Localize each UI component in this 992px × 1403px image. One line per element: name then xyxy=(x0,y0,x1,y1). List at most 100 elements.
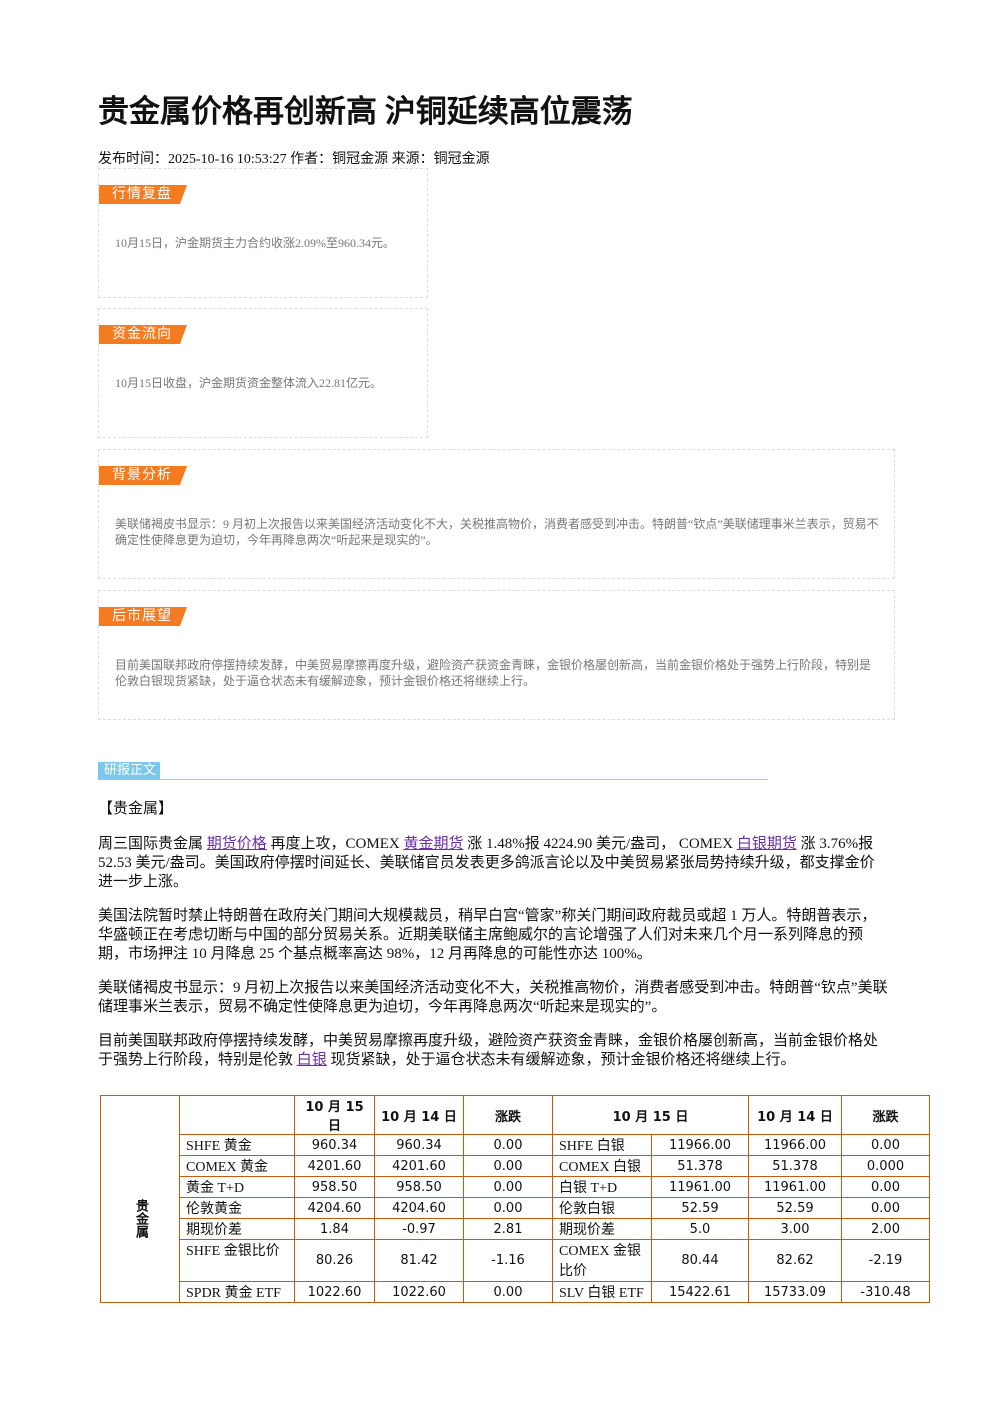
value-cell: 0.00 xyxy=(463,1281,553,1303)
row-label: SLV 白银 ETF xyxy=(552,1281,652,1303)
row-label: SPDR 黄金 ETF xyxy=(179,1281,295,1303)
summary-heading: 后市展望 xyxy=(99,607,187,626)
value-cell: 15733.09 xyxy=(748,1281,842,1303)
row-label: 期现价差 xyxy=(552,1218,652,1240)
row-label: COMEX 金银比价 xyxy=(552,1239,652,1282)
row-label: 期现价差 xyxy=(179,1218,295,1240)
value-cell: 1.84 xyxy=(294,1218,375,1240)
value-cell: 5.0 xyxy=(651,1218,749,1240)
value-cell: 4201.60 xyxy=(294,1155,375,1177)
value-cell: 0.00 xyxy=(841,1197,930,1219)
value-cell: 82.62 xyxy=(748,1239,842,1282)
value-cell: 80.44 xyxy=(651,1239,749,1282)
row-label: COMEX 黄金 xyxy=(179,1155,295,1177)
blank-cell xyxy=(100,1095,180,1135)
value-cell: 52.59 xyxy=(651,1197,749,1219)
value-cell: 0.000 xyxy=(841,1155,930,1177)
text: 美联储褐皮书显示：9 月初上次报告以来美国经济活动变化不大，关税推高物价，消费者… xyxy=(98,980,888,1015)
value-cell: 15422.61 xyxy=(651,1281,749,1303)
value-cell: -2.19 xyxy=(841,1239,930,1282)
row-label: COMEX 白银 xyxy=(552,1155,652,1177)
value-cell: 11966.00 xyxy=(651,1134,749,1156)
value-cell: 4201.60 xyxy=(374,1155,464,1177)
value-cell: 0.00 xyxy=(841,1176,930,1198)
header-cell: 10 月 14 日 xyxy=(374,1095,464,1135)
value-cell: 1022.60 xyxy=(294,1281,375,1303)
section-label: 【贵金属】 xyxy=(98,801,174,817)
summary-box: 行情复盘 10月15日，沪金期货主力合约收涨2.09%至960.34元。 xyxy=(98,168,428,298)
value-cell: 0.00 xyxy=(841,1134,930,1156)
table-row: COMEX 黄金 4201.60 4201.60 0.00 COMEX 白银 51.378… xyxy=(101,1155,930,1177)
summary-text: 目前美国联邦政府停摆持续发酵，中美贸易摩擦再度升级，避险资产获资金青睐，金银价格… xyxy=(115,658,872,688)
row-label: 伦敦黄金 xyxy=(179,1197,295,1219)
group-cell: 贵金属 xyxy=(100,1134,180,1303)
value-cell: 2.81 xyxy=(463,1218,553,1240)
value-cell: 80.26 xyxy=(294,1239,375,1282)
row-label: 白银 T+D xyxy=(552,1176,652,1198)
summary-text: 美联储褐皮书显示：9 月初上次报告以来美国经济活动变化不大，关税推高物价，消费者… xyxy=(115,517,879,547)
value-cell: 11961.00 xyxy=(748,1176,842,1198)
header-row: 10 月 15 日 10 月 14 日涨跌 10 月 15 日 10 月 14 日涨跌 xyxy=(100,1095,930,1135)
value-cell: 1022.60 xyxy=(374,1281,464,1303)
body: 周三国际贵金属 期货价格 再度上攻，COMEX 黄金期货 涨 1.48%报 42… xyxy=(98,835,888,1085)
value-cell: 0.00 xyxy=(463,1134,553,1156)
text: 再度上攻，COMEX xyxy=(266,836,404,852)
row-label: 黄金 T+D xyxy=(179,1176,295,1198)
paragraph: 周三国际贵金属 期货价格 再度上攻，COMEX 黄金期货 涨 1.48%报 42… xyxy=(98,835,888,892)
link[interactable]: 白银 xyxy=(296,1052,327,1068)
header-cell: 涨跌 xyxy=(841,1095,930,1135)
text: 目前美国联邦政府停摆持续发酵，中美贸易摩擦再度升级，避险资产获资金青睐，金银价格… xyxy=(98,1033,879,1068)
value-cell: 0.00 xyxy=(463,1176,553,1198)
text: 美国法院暂时禁止特朗普在政府关门期间大规模裁员，稍早白宫“管家”称关门期间政府裁… xyxy=(98,908,877,962)
paragraph: 目前美国联邦政府停摆持续发酵，中美贸易摩擦再度升级，避险资产获资金青睐，金银价格… xyxy=(98,1032,888,1070)
value-cell: 81.42 xyxy=(374,1239,464,1282)
value-cell: 958.50 xyxy=(294,1176,375,1198)
link[interactable]: 白银期货 xyxy=(736,836,797,852)
summary-heading: 资金流向 xyxy=(99,325,187,344)
value-cell: -310.48 xyxy=(841,1281,930,1303)
row-label: SHFE 白银 xyxy=(552,1134,652,1156)
meta: 发布时间：2025-10-16 10:53:27 作者：铜冠金源 来源：铜冠金源 xyxy=(98,152,490,167)
header-cell: 10 月 15 日 xyxy=(552,1095,749,1135)
summary-box: 后市展望目前美国联邦政府停摆持续发酵，中美贸易摩擦再度升级，避险资产获资金青睐，… xyxy=(98,590,895,720)
row-label: 伦敦白银 xyxy=(552,1197,652,1219)
value-cell: -1.16 xyxy=(463,1239,553,1282)
summary-box: 资金流向 10月15日收盘，沪金期货资金整体流入22.81亿元。 xyxy=(98,308,428,438)
value-cell: 52.59 xyxy=(748,1197,842,1219)
report-heading: 研报正文 xyxy=(98,761,768,780)
price-table: 10 月 15 日 10 月 14 日涨跌 10 月 15 日 10 月 14 日涨跌… xyxy=(100,1095,930,1303)
value-cell: 11961.00 xyxy=(651,1176,749,1198)
paragraph: 美国法院暂时禁止特朗普在政府关门期间大规模裁员，稍早白宫“管家”称关门期间政府裁… xyxy=(98,907,888,964)
paragraph: 美联储褐皮书显示：9 月初上次报告以来美国经济活动变化不大，关税推高物价，消费者… xyxy=(98,979,888,1017)
summary-text: 10月15日，沪金期货主力合约收涨2.09%至960.34元。 xyxy=(115,236,395,250)
value-cell: 0.00 xyxy=(463,1155,553,1177)
text: 周三国际贵金属 xyxy=(98,836,207,852)
header-cell: 10 月 15 日 xyxy=(294,1095,375,1135)
table-row: 期现价差 1.84 -0.97 2.81 期现价差 5.0 3.00 2.00 xyxy=(101,1218,930,1240)
value-cell: 51.378 xyxy=(748,1155,842,1177)
value-cell: 960.34 xyxy=(294,1134,375,1156)
header-cell: 10 月 14 日 xyxy=(748,1095,842,1135)
table-row: 贵金属 SHFE 黄金 960.34 960.34 0.00 SHFE 白银 11966.0… xyxy=(100,1134,930,1303)
value-cell: -0.97 xyxy=(374,1218,464,1240)
link[interactable]: 黄金期货 xyxy=(403,836,464,852)
title: 贵金属价格再创新高 沪铜延续高位震荡 xyxy=(98,94,633,129)
value-cell: 4204.60 xyxy=(294,1197,375,1219)
text: 涨 3.76%报 52.53 美元/盎司。美国政府停摆时间延长、美联储官员发表更… xyxy=(98,836,875,890)
summary-box: 背景分析 美联储褐皮书显示：9 月初上次报告以来美国经济活动变化不大，关税推高物价… xyxy=(98,449,895,579)
link[interactable]: 期货价格 xyxy=(206,836,267,852)
row-label: SHFE 黄金 xyxy=(179,1134,295,1156)
summary-text: 10月15日收盘，沪金期货资金整体流入22.81亿元。 xyxy=(115,376,383,390)
table-row: 伦敦黄金 4204.60 4204.60 0.00 伦敦白银 52.59 52.59 0.00 xyxy=(101,1197,930,1219)
value-cell: 960.34 xyxy=(374,1134,464,1156)
value-cell: 958.50 xyxy=(374,1176,464,1198)
value-cell: 11966.00 xyxy=(748,1134,842,1156)
value-cell: 51.378 xyxy=(651,1155,749,1177)
report-heading-text: 研报正文 xyxy=(98,762,161,780)
value-cell: 3.00 xyxy=(748,1218,842,1240)
table-row: SPDR 黄金 ETF 1022.60 1022.60 0.00 SLV 白银 ETF 1… xyxy=(101,1281,930,1303)
value-cell: 0.00 xyxy=(463,1197,553,1219)
table-row: 黄金 T+D 958.50 958.50 0.00 白银 T+D 11961.00 1196… xyxy=(101,1176,930,1198)
